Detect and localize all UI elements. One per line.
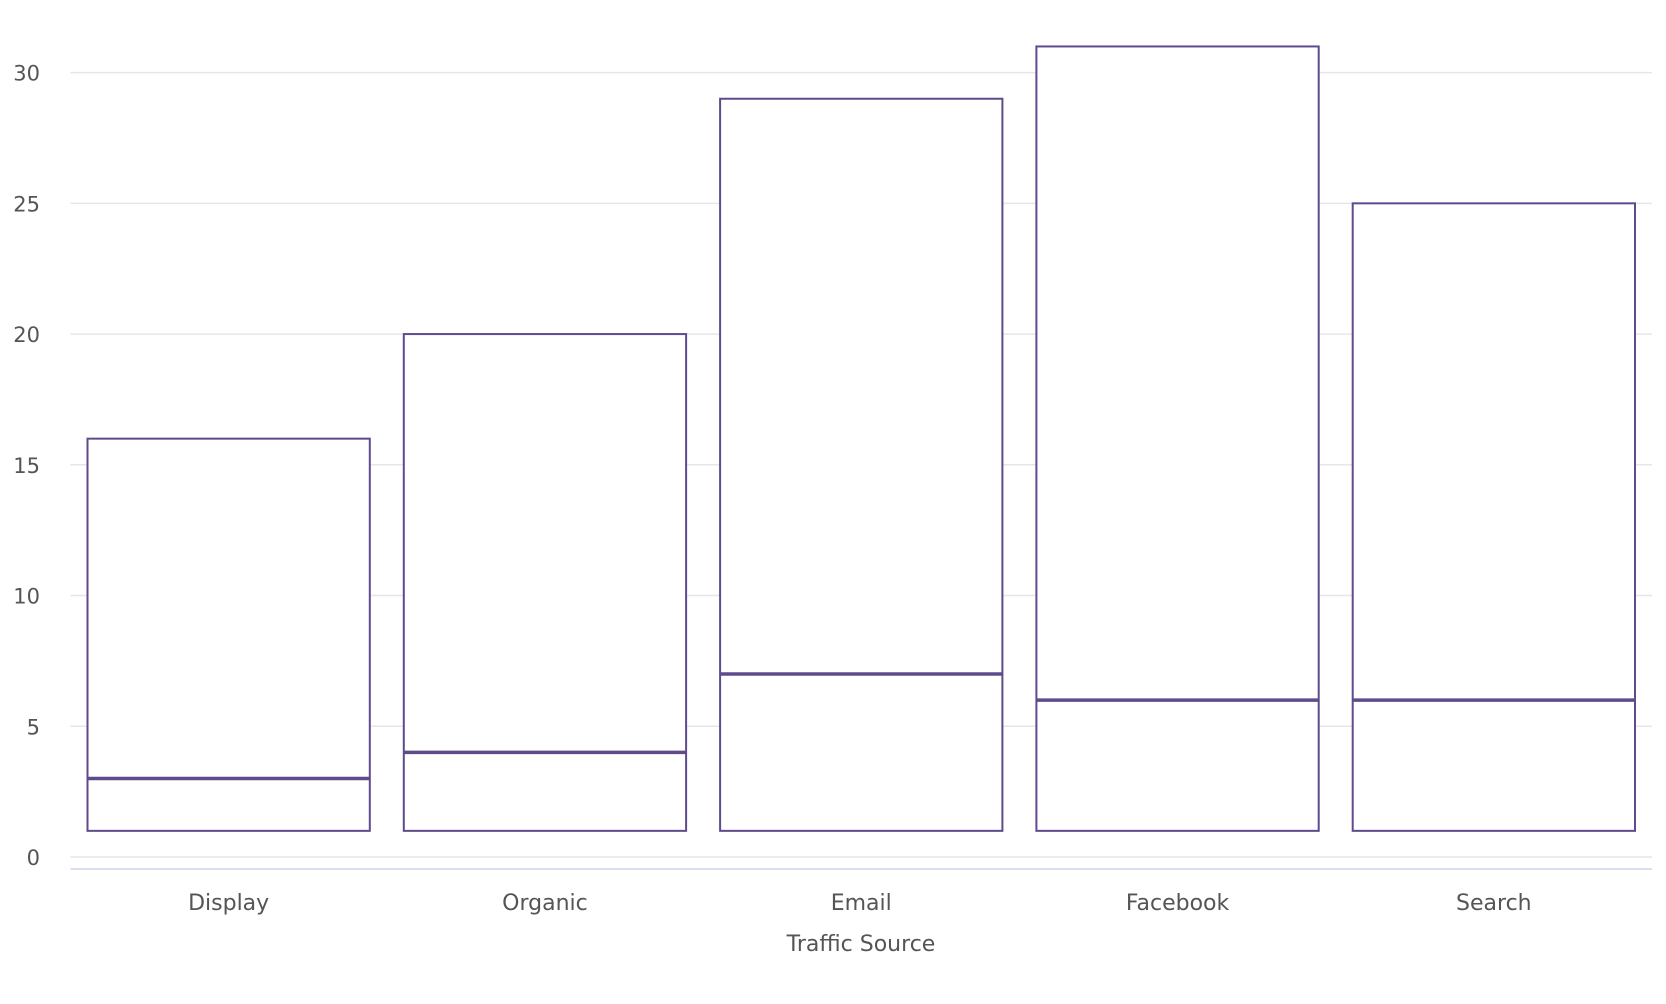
y-tick-label: 20 [13,323,40,347]
y-axis-ticks: 0 5 10 15 20 25 30 [13,62,40,870]
y-tick-label: 0 [27,846,40,870]
box-organic[interactable] [402,333,688,832]
y-tick-label: 5 [27,715,40,739]
x-tick-label: Organic [502,891,588,916]
box-email[interactable] [719,97,1004,832]
boxes [86,45,1636,832]
box-rect [402,333,688,832]
x-tick-label: Search [1456,891,1532,916]
box-facebook[interactable] [1035,45,1320,832]
box-search[interactable] [1351,202,1636,832]
y-tick-label: 10 [13,585,40,609]
x-axis-title: Traffic Source [786,932,936,957]
x-tick-label: Email [831,891,892,916]
y-tick-label: 25 [13,192,40,216]
x-axis-ticks: Display Organic Email Facebook Search [188,891,1532,916]
box-rect [1351,202,1636,832]
x-tick-label: Facebook [1126,891,1230,916]
box-rect [1035,45,1320,832]
x-tick-label: Display [188,891,269,916]
box-rect [719,97,1004,832]
box-rect [86,437,371,832]
y-tick-label: 15 [13,454,40,478]
y-tick-label: 30 [13,62,40,86]
box-display[interactable] [86,437,371,832]
